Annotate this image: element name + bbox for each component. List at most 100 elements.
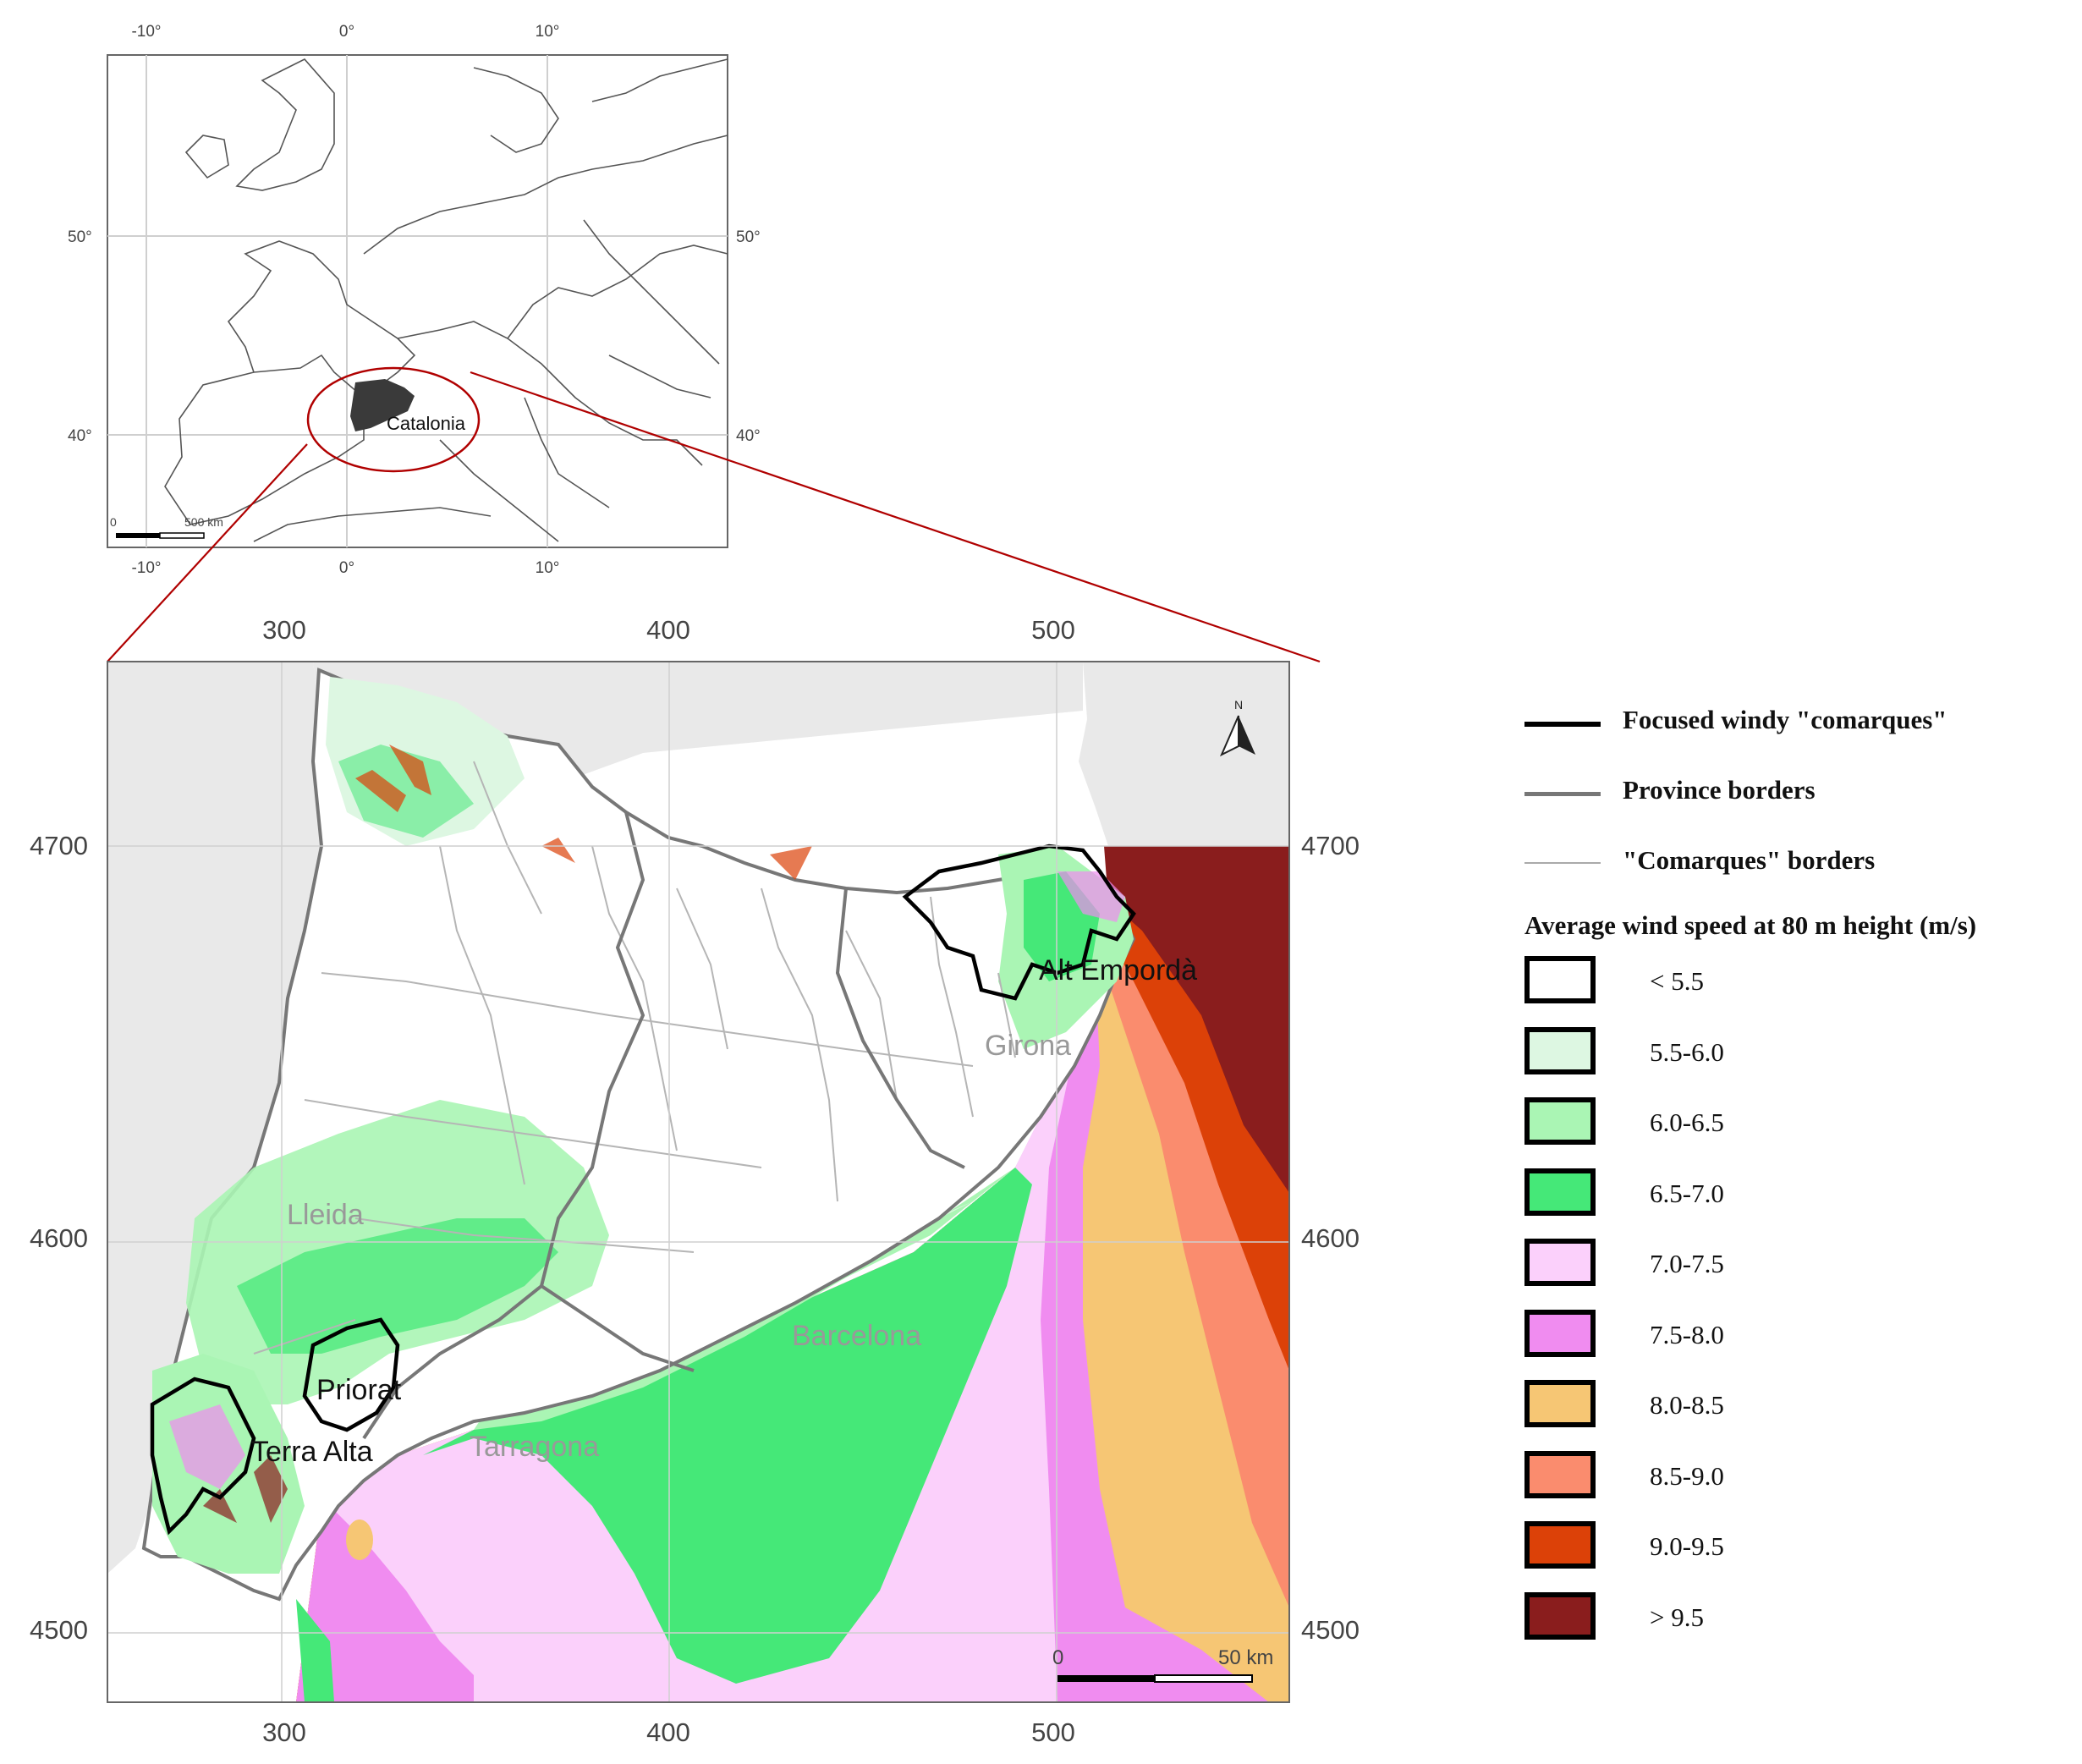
legend-class-item: > 9.5 [1514,1591,2073,1663]
inset-top-tick: 10° [536,23,560,41]
inset-left-tick: 50° [68,228,92,246]
inset-right-tick: 50° [736,228,761,246]
land-class-6-5-7-0-north [338,745,474,838]
main-right-tick: 4700 [1301,831,1360,860]
sea-class-8-0-8-5-spot [346,1519,373,1560]
main-graticule [107,662,1289,1702]
inset-top-tick: 0° [339,23,354,41]
legend-swatch [1524,1309,1596,1357]
inset-scalebar-black [116,533,160,538]
land-class-9-0-9-5-peaks [355,745,812,880]
land-class-7-5-8-0-south [169,1404,245,1489]
inset-scalebar-end: 500 km [184,515,223,529]
legend-swatch [1524,1239,1596,1286]
main-bottom-tick: 500 [1031,1717,1075,1747]
legend-class-label: 8.5-9.0 [1650,1460,1724,1491]
legend-line-label: Focused windy "comarques" [1623,705,1947,734]
main-scalebar-black [1057,1675,1155,1682]
main-bottom-tick: 400 [646,1717,690,1747]
legend-class-item: 8.0-8.5 [1514,1380,2073,1451]
inset-bottom-tick: -10° [131,559,161,577]
inset-right-tick: 40° [736,427,761,445]
province-label-girona: Girona [985,1030,1071,1062]
province-label-barcelona: Barcelona [792,1320,921,1352]
legend-line-label: Province borders [1623,775,1816,805]
north-label: N [1234,698,1243,712]
legend-class-label: 8.0-8.5 [1650,1390,1724,1420]
legend-class-item: 5.5-6.0 [1514,1026,2073,1098]
comarca-label-priorat: Priorat [316,1374,402,1406]
main-top-tick: 500 [1031,615,1075,645]
legend-line-item: Focused windy "comarques" [1514,690,2073,760]
province-label-lleida: Lleida [287,1199,364,1231]
legend-class-label: 5.5-6.0 [1650,1036,1724,1067]
map-legend: Focused windy "comarques" Province borde… [1514,690,2073,1662]
inset-coastlines [164,58,728,542]
catalonia-highlight [350,379,415,431]
province-label-tarragona: Tarragona [470,1431,599,1463]
comarques-borders [253,761,1016,1355]
sea-class-6-5-7-0 [423,1168,1032,1684]
legend-class-item: 9.0-9.5 [1514,1521,2073,1592]
main-map: Lleida Girona Barcelona Tarragona Alt Em… [30,615,1360,1747]
terra-alta-outline [150,1377,256,1536]
legend-class-item: < 5.5 [1514,956,2073,1027]
legend-class-label: < 5.5 [1650,966,1704,996]
north-arrow-icon: N [1219,698,1255,757]
legend-class-label: 9.0-9.5 [1650,1531,1724,1561]
main-right-tick: 4600 [1301,1223,1360,1253]
main-scalebar-white [1154,1674,1253,1683]
priorat-outline [302,1317,400,1432]
legend-swatch [1524,1450,1596,1498]
legend-swatch [1524,1380,1596,1427]
legend-class-label: 6.5-7.0 [1650,1178,1724,1208]
inset-left-tick: 40° [68,427,92,445]
main-bottom-tick: 300 [262,1717,306,1747]
legend-class-item: 8.5-9.0 [1514,1450,2073,1522]
legend-line-focused [1524,722,1601,727]
legend-class-label: > 9.5 [1650,1602,1704,1632]
province-borders [362,811,965,1440]
land-class-6-5-7-0 [237,1218,558,1354]
main-map-border [107,661,1290,1703]
main-left-tick: 4500 [30,1615,88,1645]
legend-class-item: 6.5-7.0 [1514,1168,2073,1239]
legend-class-item: 7.5-8.0 [1514,1309,2073,1381]
alt-emporda-outline [902,844,1136,1001]
legend-line-comarques [1524,862,1601,864]
comarca-label-terra-alta: Terra Alta [251,1436,373,1468]
legend-class-item: 7.0-7.5 [1514,1239,2073,1310]
inset-map: Catalonia 0 500 km -10° 0° 10° -10° 0° 1… [68,23,761,577]
legend-line-province [1524,792,1601,796]
aragon-area [107,662,338,1574]
main-top-tick: 400 [646,615,690,645]
delta-class-6-5-7-0 [296,1599,334,1702]
legend-swatch [1524,956,1596,1003]
connector-line-left [107,443,308,662]
legend-swatch [1524,1521,1596,1569]
france-area [107,662,1289,846]
legend-swatch [1524,1168,1596,1216]
legend-swatch [1524,1026,1596,1074]
legend-line-label: "Comarques" borders [1623,845,1876,875]
inset-scalebar-white [159,532,205,539]
legend-class-label: 7.0-7.5 [1650,1249,1724,1278]
legend-swatch [1524,1097,1596,1145]
comarca-label-alt-emporda: Alt Empordà [1039,954,1197,986]
main-left-tick: 4600 [30,1223,88,1253]
inset-bottom-tick: 10° [536,559,560,577]
legend-class-label: 7.5-8.0 [1650,1319,1724,1349]
legend-title: Average wind speed at 80 m height (m/s) [1524,910,1977,940]
inset-catalonia-label: Catalonia [387,413,466,434]
legend-swatch [1524,1591,1596,1640]
legend-line-item: "Comarques" borders [1514,830,2073,900]
legend-line-item: Province borders [1514,760,2073,830]
main-scalebar-end: 50 km [1218,1646,1273,1669]
main-left-tick: 4700 [30,831,88,860]
main-right-tick: 4500 [1301,1615,1360,1645]
legend-swatch-list: < 5.5 5.5-6.0 6.0-6.5 6.5-7.0 7.0-7.5 7.5-8.0… [1514,956,2073,1662]
main-scalebar-start: 0 [1052,1646,1063,1669]
inset-top-tick: -10° [131,23,161,41]
inset-bottom-tick: 0° [339,559,354,577]
